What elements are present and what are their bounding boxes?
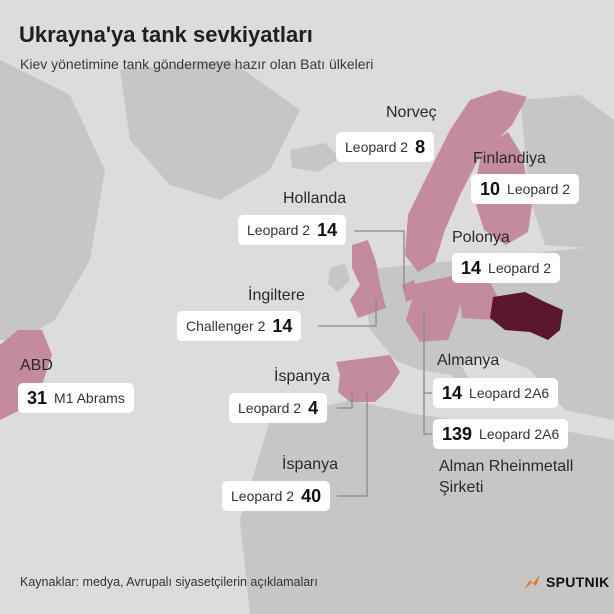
landmass-africa [240,400,614,614]
tank-model: Challenger 2 [186,318,266,334]
country-label-ingiltere: İngiltere [248,287,305,304]
tank-model: Leopard 2 [488,260,552,276]
tank-pill-ispanya-2: Leopard 2 40 [222,481,331,511]
country-poland [452,276,498,320]
leader-line-ingiltere [318,300,377,327]
country-uk [350,240,386,318]
tank-count: 4 [308,397,319,418]
page-title: Ukrayna'ya tank sevkiyatları [19,22,313,47]
tank-pill-finlandiya: 10 Leopard 2 [471,174,580,204]
country-label-polonya: Polonya [452,229,510,246]
tank-model: Leopard 2A6 [479,426,560,442]
tank-pill-polonya: 14 Leopard 2 [452,253,561,283]
tank-pill-ingiltere: Challenger 2 14 [177,311,302,341]
leader-lines [318,230,432,497]
tank-count: 40 [301,485,322,506]
tank-count: 31 [27,387,48,408]
country-label-hollanda: Hollanda [283,190,347,207]
page-subtitle: Kiev yönetimine tank göndermeye hazır ol… [20,56,374,72]
logo-text: SPUTNIK [546,574,610,590]
source-note: Kaynaklar: medya, Avrupalı siyasetçileri… [20,575,318,589]
leader-line-almanya [423,310,432,435]
landmass-north-america [0,60,105,340]
country-spain [336,355,400,402]
tank-count: 14 [442,382,463,403]
landmass-greenland [120,60,300,200]
tank-pill-ispanya-1: Leopard 2 4 [229,393,328,423]
tank-model: Leopard 2 [238,400,302,416]
landmass-scandinavia-east [520,95,614,250]
country-label-rheinmetall: Alman Rheinmetall Şirketi [439,458,574,496]
tank-model: Leopard 2 [247,222,311,238]
leader-line-ispanya-2 [337,392,368,497]
country-usa [0,330,52,420]
leader-line-hollanda [354,230,405,288]
sputnik-logo[interactable]: SPUTNIK [521,571,610,593]
tank-pill-norvec: Leopard 2 8 [336,132,435,162]
tank-count: 14 [272,315,293,336]
tank-model: Leopard 2A6 [469,385,550,401]
country-label-ispanya-1: İspanya [274,368,331,385]
country-label-finlandiya: Finlandiya [473,150,546,167]
tank-pill-hollanda: Leopard 2 14 [238,215,347,245]
tank-count: 14 [317,219,338,240]
tank-pill-almanya: 14 Leopard 2A6 [433,378,559,408]
country-germany [406,276,462,342]
tank-count: 10 [480,178,501,199]
country-label-abd: ABD [20,357,53,374]
leader-line-ispanya-1 [337,392,353,409]
tank-pill-abd: 31 M1 Abrams [18,383,134,413]
tank-pill-rheinmetall: 139 Leopard 2A6 [433,419,569,449]
country-label-norvec: Norveç [386,104,437,121]
tank-model: Leopard 2 [345,139,409,155]
tank-model: M1 Abrams [54,390,125,406]
tank-model: Leopard 2 [231,488,295,504]
landmass-iceland [290,143,340,172]
tank-model: Leopard 2 [507,181,571,197]
sputnik-flame-icon [524,574,540,590]
country-label-almanya: Almanya [437,352,500,369]
tank-count: 139 [442,423,473,444]
country-norway [405,90,527,272]
tank-count: 14 [461,257,482,278]
country-ukraine [490,292,563,340]
tank-count: 8 [415,136,426,157]
landmass-ireland [328,263,350,292]
country-label-ispanya-2: İspanya [282,456,339,473]
